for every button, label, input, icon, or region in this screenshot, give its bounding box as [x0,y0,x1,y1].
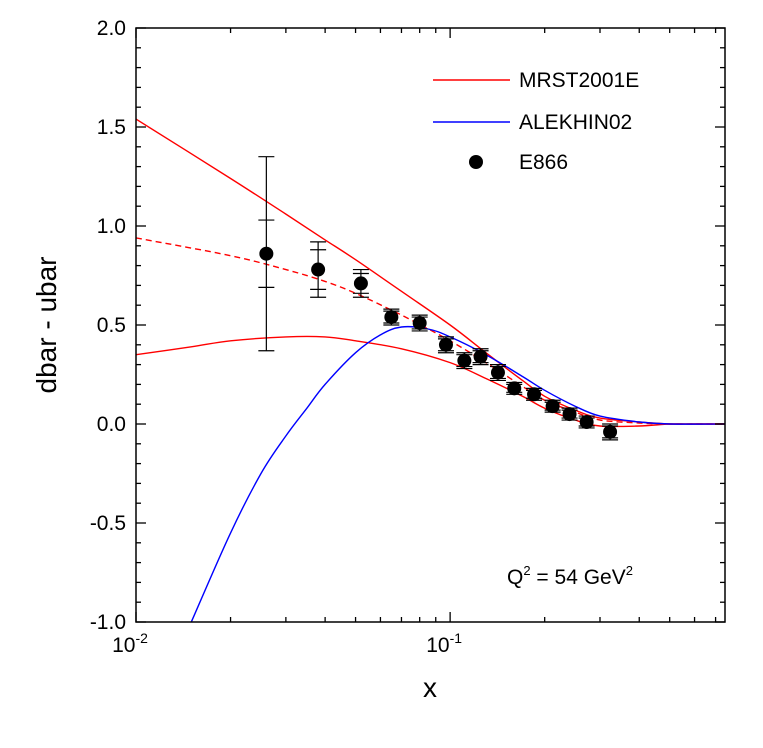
data-point-4 [411,314,428,332]
legend: MRST2001E ALEKHIN02 E866 [433,69,639,174]
q2-annotation-q: Q [507,566,523,589]
series-line-2 [136,335,725,428]
y-tick-label: -0.5 [90,512,126,535]
data-marker [579,415,594,430]
data-marker [384,310,399,325]
data-marker [603,424,618,439]
data-point-0 [258,156,275,352]
x-axis-title: x [423,672,437,703]
data-point-1 [310,241,327,298]
ticks-layer [135,27,725,623]
data-marker [311,262,326,277]
q2-annotation: Q2 = 54 GeV2 [507,563,633,589]
y-tick-label: -1.0 [90,611,126,634]
y-tick-label: 2.0 [97,17,126,40]
y-tick-labels: -1.0 -0.5 0.0 0.5 1.0 1.5 2.0 [90,17,126,634]
data-marker [259,246,274,261]
data-point-3 [383,308,400,326]
legend-label-e866: E866 [519,151,568,174]
data-point-12 [561,407,578,422]
y-tick-label: 1.5 [97,116,126,139]
data-point-2 [352,268,369,298]
data-marker [545,399,560,414]
q2-annotation-eq: = 54 GeV [531,566,626,589]
data-point-5 [437,336,454,354]
data-marker [507,381,522,396]
data-point-6 [456,352,473,370]
data-point-11 [544,399,561,414]
data-point-7 [472,348,489,366]
y-tick-label: 1.0 [97,215,126,238]
q2-annotation-unit-sup: 2 [626,563,633,578]
legend-label-mrst: MRST2001E [519,69,639,92]
x-tick-labels: 10-2 10-1 [112,630,462,657]
legend-label-alekhin: ALEKHIN02 [519,111,632,134]
data-point-9 [506,381,523,396]
data-point-13 [578,415,595,430]
data-marker [457,353,472,368]
y-axis-title: dbar - ubar [31,257,62,394]
legend-marker-e866 [469,155,483,169]
y-tick-label: 0.0 [97,413,126,436]
x-tick-label: 10-2 [112,630,148,657]
data-marker [490,365,505,380]
data-marker [562,407,577,422]
data-point-10 [526,387,543,402]
q2-annotation-q-sup: 2 [523,563,530,578]
data-marker [412,316,427,331]
data-marker [353,276,368,291]
y-tick-label: 0.5 [97,314,126,337]
data-point-8 [489,364,506,382]
data-point-14 [602,423,619,441]
points-layer [258,156,619,441]
data-marker [473,349,488,364]
data-marker [527,387,542,402]
plot-frame [135,27,726,623]
data-marker [438,337,453,352]
x-tick-label: 10-1 [426,630,462,657]
